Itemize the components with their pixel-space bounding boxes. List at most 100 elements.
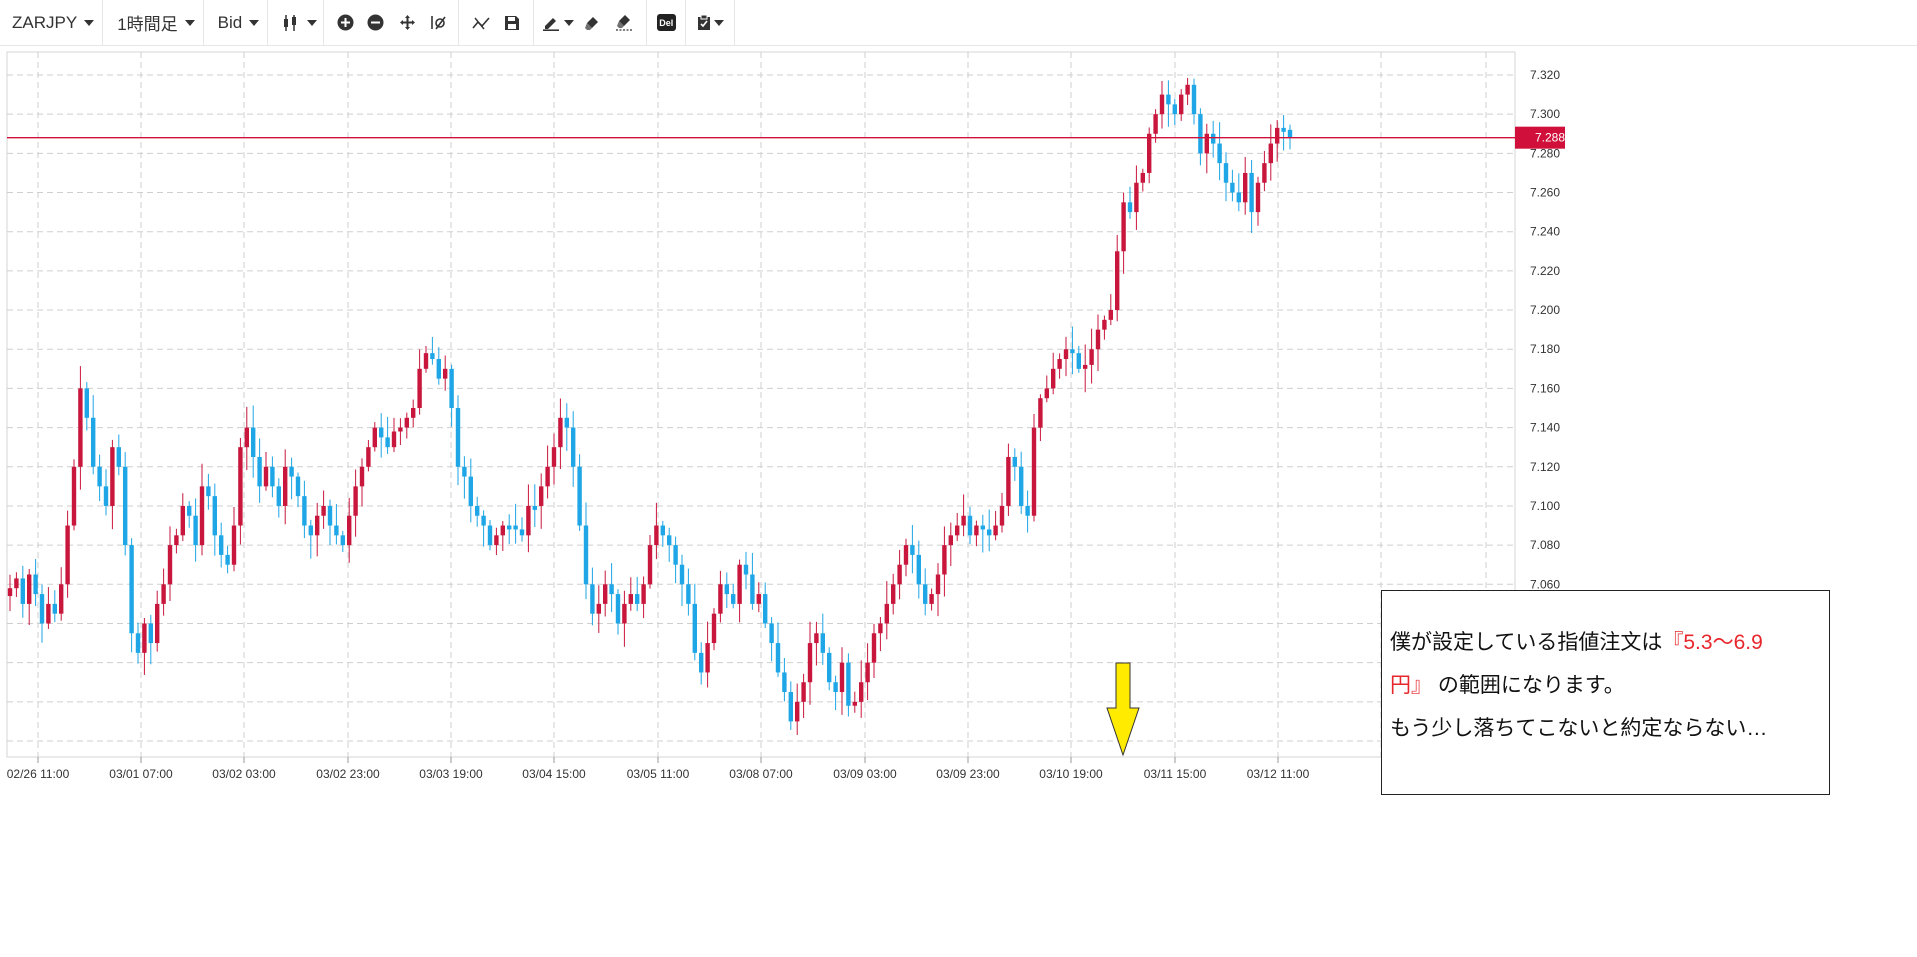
candle	[1243, 172, 1248, 203]
candle	[494, 535, 499, 546]
y-tick-label: 7.060	[1530, 577, 1560, 591]
candle	[33, 574, 38, 595]
draw-tool-dropdown[interactable]	[540, 0, 576, 46]
candle	[679, 564, 685, 585]
candle	[1044, 388, 1049, 399]
candle	[1063, 349, 1069, 360]
candle	[558, 417, 563, 448]
candle	[219, 535, 224, 555]
candle	[884, 603, 889, 624]
candlestick-type-icon	[284, 14, 297, 31]
candle	[20, 578, 25, 604]
candle	[1134, 182, 1139, 213]
candle	[366, 447, 371, 467]
candle	[654, 525, 659, 546]
delete-button[interactable]: Del	[655, 0, 677, 46]
candle	[987, 529, 992, 536]
candle	[110, 447, 115, 506]
candle	[551, 447, 557, 467]
candle	[91, 417, 96, 467]
candle	[583, 525, 589, 585]
chart-area[interactable]: 7.320 7.300 7.280 7.260 7.240 7.220 7.200 7.180…	[0, 46, 1917, 957]
candle	[532, 505, 537, 510]
indicator-button[interactable]	[465, 0, 497, 46]
candle	[667, 535, 672, 546]
x-tick-label: 02/26 11:00	[7, 767, 70, 781]
chevron-down-icon	[184, 19, 195, 26]
eraser-all-button[interactable]	[608, 0, 640, 46]
candle	[289, 466, 294, 477]
zoom-in-button[interactable]	[330, 0, 360, 46]
candle	[839, 662, 845, 693]
price-chart[interactable]: 7.320 7.300 7.280 7.260 7.240 7.220 7.200 7.180…	[0, 46, 1917, 957]
y-tick-label: 7.220	[1530, 264, 1560, 278]
candle	[1262, 163, 1267, 183]
candle	[711, 613, 717, 644]
zoom-out-button[interactable]	[360, 0, 390, 46]
candle	[1287, 129, 1293, 138]
candle	[359, 466, 365, 487]
candle	[923, 584, 928, 604]
candle	[1121, 202, 1126, 252]
current-price-badge	[1515, 126, 1565, 149]
y-tick-label: 7.160	[1530, 381, 1560, 395]
candle	[807, 643, 813, 683]
chart-type-dropdown[interactable]	[268, 0, 325, 46]
candle	[257, 456, 262, 487]
timeframe-label: 1時間足	[117, 15, 178, 34]
x-tick-label: 03/10 19:00	[1039, 767, 1103, 781]
candle	[174, 535, 179, 546]
candle	[967, 515, 973, 536]
chevron-down-icon	[249, 19, 260, 26]
candle	[743, 564, 749, 575]
candle	[295, 476, 301, 497]
candle	[129, 545, 134, 634]
eraser-button[interactable]	[576, 0, 608, 46]
candle	[231, 525, 237, 565]
candle	[167, 545, 173, 585]
candle	[1172, 104, 1177, 115]
candle	[641, 584, 646, 604]
candle	[417, 368, 422, 408]
candle	[180, 505, 185, 536]
clipboard-dropdown[interactable]	[694, 0, 726, 46]
candle	[833, 682, 838, 693]
candle	[935, 574, 941, 595]
measure-button[interactable]	[424, 0, 452, 46]
candle	[910, 545, 915, 555]
eraser-icon	[585, 16, 599, 30]
candle	[750, 574, 755, 604]
symbol-dropdown[interactable]: ZARJPY	[0, 0, 104, 46]
candle	[519, 529, 525, 536]
annotation-box: 僕が設定している指値注文は『5.3～6.9 円』 の範囲になります。 もう少し落…	[1381, 590, 1830, 795]
candle	[756, 594, 761, 604]
candle	[1153, 114, 1158, 134]
chevron-down-icon	[564, 19, 575, 26]
candle	[1255, 182, 1261, 213]
candle	[155, 603, 160, 644]
candle	[135, 633, 141, 653]
save-button[interactable]	[497, 0, 527, 46]
candle	[116, 447, 121, 467]
move-button[interactable]	[390, 0, 424, 46]
candle	[577, 466, 582, 526]
y-tick-label: 7.080	[1530, 538, 1560, 552]
candle	[455, 408, 461, 467]
chevron-down-icon	[713, 19, 724, 26]
price-type-dropdown[interactable]: Bid	[204, 0, 269, 46]
timeframe-dropdown[interactable]: 1時間足	[103, 0, 204, 46]
candle	[84, 388, 89, 418]
candle	[929, 594, 934, 604]
candle	[161, 584, 166, 604]
candle	[673, 545, 678, 565]
candle	[1185, 84, 1190, 95]
candle	[865, 662, 870, 683]
candle	[961, 515, 966, 526]
delete-icon: Del	[656, 14, 676, 31]
candle	[385, 437, 390, 448]
candle	[718, 584, 723, 614]
candle	[1076, 353, 1081, 369]
candle	[1249, 172, 1254, 213]
candle	[379, 427, 384, 438]
zoom-out-icon	[367, 14, 384, 31]
